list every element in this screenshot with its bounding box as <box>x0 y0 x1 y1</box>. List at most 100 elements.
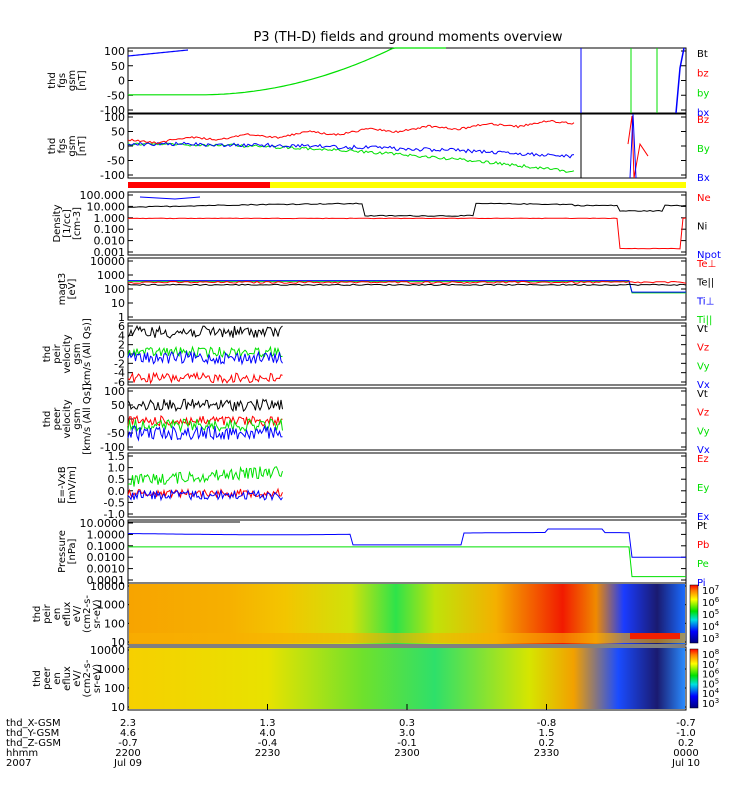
y-axis-label-line: magt3 <box>57 273 68 306</box>
colorbar-label: 106 <box>702 668 720 681</box>
legend-entry: bx <box>697 108 709 119</box>
y-axis-label-line: thd <box>47 72 58 89</box>
legend-entry: Vy <box>697 361 710 372</box>
y-axis-label-line: gsm <box>72 408 83 429</box>
y-axis-label-line: velocity <box>62 399 73 438</box>
y-tick-label: -100 <box>100 104 125 117</box>
series-bx <box>127 141 575 159</box>
y-axis-label-line: en <box>52 672 63 685</box>
y-axis-label-line: [cm-3] <box>72 207 83 240</box>
colorbar-label: 105 <box>702 677 719 690</box>
panel-frame <box>127 47 687 114</box>
y-axis-label-line: [nT] <box>77 136 88 156</box>
series-trace-0 <box>127 465 283 487</box>
y-axis-label-line: peer <box>42 666 53 690</box>
x-row-value: 4.6 <box>120 728 136 739</box>
series-trace-3 <box>127 424 283 442</box>
y-axis-label-line: Density <box>52 204 63 242</box>
series-bx-burst <box>629 113 637 179</box>
y-axis-label-line: eflux <box>62 666 73 691</box>
y-tick-label: 4 <box>118 329 125 342</box>
y-tick-label: 50 <box>111 60 125 73</box>
y-tick-label: 10 <box>111 701 125 714</box>
y-tick-label: -0.5 <box>104 496 125 509</box>
y-tick-label: 0.0 <box>108 485 126 498</box>
y-axis-label-line: eflux <box>62 602 73 627</box>
y-axis-label: thd fgs gsm [nT] <box>47 70 88 91</box>
y-tick-label: 10.0000 <box>80 517 126 530</box>
x-row-value: -0.7 <box>118 738 138 749</box>
y-tick-label: 10000 <box>90 580 125 593</box>
x-row-value: 1.5 <box>539 728 555 739</box>
x-row-value: 0.2 <box>678 738 694 749</box>
legend-entry: Bz <box>697 115 709 126</box>
y-axis-label-line: [eV] <box>67 279 78 300</box>
y-axis-label-line: velocity <box>62 334 73 373</box>
x-row-value: 3.0 <box>399 728 415 739</box>
legend-entry: Vz <box>697 343 709 354</box>
y-tick-label: 100 <box>104 385 125 398</box>
panel-1: 100 50 0-50 -100 thd fgs gsm [nT] Bt bz by bx <box>47 45 709 119</box>
legend-entry: Pb <box>697 540 709 551</box>
y-tick-label: 10000 <box>90 255 125 268</box>
y-tick-label: 100 <box>104 682 125 695</box>
y-axis-label: thd peir velocity gsm [km/s (All Qs)] <box>42 318 93 390</box>
y-axis-label-line: thd <box>42 411 53 428</box>
legend-entry: Bx <box>697 173 710 184</box>
y-tick-label: 10000 <box>90 644 125 657</box>
y-tick-label: 0.5 <box>108 473 126 486</box>
series-bz-burst <box>627 115 649 179</box>
y-axis-label-line: [1/cc] <box>62 209 73 238</box>
y-tick-label: 100.000 <box>80 189 126 202</box>
y-tick-label: -2 <box>114 357 125 370</box>
panel-frame <box>127 191 687 256</box>
x-tick-label: 0000 <box>673 748 698 759</box>
y-axis-label-line: fgs <box>57 138 68 153</box>
y-tick-label: 0 <box>118 75 125 88</box>
y-axis-label-line: [km/s (All Qs)] <box>82 318 93 390</box>
y-tick-label: 0.0100 <box>87 551 126 564</box>
y-axis-label-line: sr-eV) <box>92 599 103 628</box>
y-tick-label: -1.0 <box>104 508 125 521</box>
y-tick-label: 100 <box>104 283 125 296</box>
series-ti-perp <box>128 280 686 293</box>
y-tick-label: 10 <box>111 636 125 649</box>
series-te-perp <box>127 280 687 284</box>
series-trace-0 <box>127 398 283 413</box>
legend-entry: bz <box>697 69 709 80</box>
y-tick-label: 1 <box>118 311 125 324</box>
colorbar-label: 104 <box>702 687 720 700</box>
legend-entry: Bt <box>697 49 708 60</box>
colorbar-label: 106 <box>702 596 720 609</box>
y-tick-label: 0.010 <box>94 235 126 248</box>
x-tick-label: 2200 <box>115 748 140 759</box>
colorbar-label: 103 <box>702 632 719 645</box>
x-row-value: 2.3 <box>120 718 136 729</box>
page-title: P3 (TH-D) fields and ground moments over… <box>253 30 562 45</box>
panel-2: 100 500 -50-100 thd fgs gsm [nT] Bz By Bx <box>47 111 710 184</box>
y-tick-label: 0 <box>118 413 125 426</box>
y-axis-label-line: [km/s (All Qs)] <box>82 383 93 455</box>
y-tick-label: -50 <box>107 427 125 440</box>
x-row-value: -0.7 <box>676 718 696 729</box>
y-tick-label: 1000 <box>97 663 125 676</box>
mode-bar-red <box>128 182 270 188</box>
y-tick-label: 100 <box>104 111 125 124</box>
panel-frame <box>127 452 687 518</box>
y-axis-label-line: [nPa] <box>67 538 78 564</box>
x-row-label: 2007 <box>6 758 31 769</box>
panel-7: 1.51.00.50.0-0.5-1.0 E=-VxB [mV/m] Ez Ey Ex <box>57 450 709 523</box>
x-row-value: -0.4 <box>258 738 278 749</box>
x-tick-label: 2230 <box>255 748 280 759</box>
colorbar-label: 104 <box>702 620 720 633</box>
colorbar-label: 107 <box>702 584 719 597</box>
y-axis-label-line: thd <box>42 346 53 363</box>
y-tick-label: -100 <box>100 169 125 182</box>
legend-entry: Ey <box>697 483 709 494</box>
